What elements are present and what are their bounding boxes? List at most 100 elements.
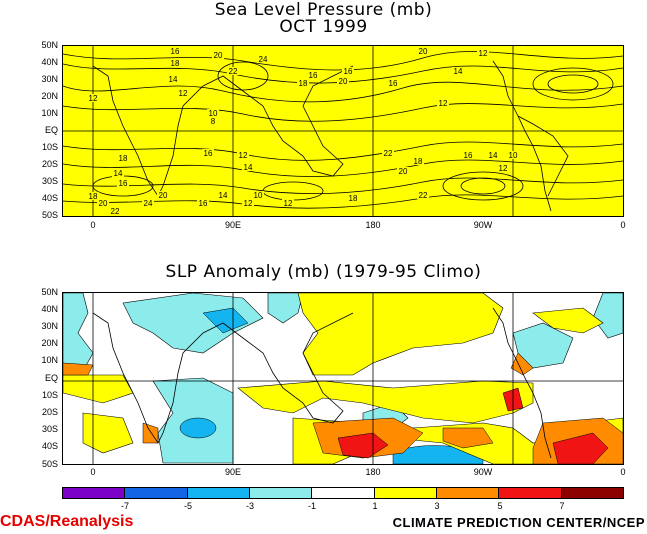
colorbar-swatch — [499, 488, 562, 498]
colorbar-swatch — [249, 488, 313, 498]
top-lat-label: 20S — [41, 159, 58, 169]
contour-label: 24 — [144, 199, 153, 208]
contour-label-bg — [242, 163, 254, 171]
contour-label-bg — [437, 99, 449, 107]
contour-label-bg — [202, 149, 214, 157]
colorbar-swatch — [187, 488, 250, 498]
contour-label: 16 — [389, 79, 398, 88]
contour-label-bg — [387, 79, 399, 87]
contour-label-bg — [257, 55, 269, 63]
contour-label-bg — [487, 151, 499, 159]
contour-label-bg — [97, 199, 109, 207]
contour-label-bg — [237, 151, 249, 159]
top-title-line1: Sea Level Pressure (mb) — [214, 0, 433, 20]
colorbar-label: -5 — [183, 501, 192, 511]
contour-label-bg — [497, 164, 509, 172]
anomaly-shading — [63, 293, 623, 464]
top-title-line2: OCT 1999 — [279, 17, 368, 37]
contour-label-bg — [169, 47, 181, 55]
colorbar-label: 7 — [559, 501, 565, 511]
contour-label: 12 — [439, 99, 448, 108]
bottom-lon-label: 90E — [224, 467, 241, 477]
contour-label: 16 — [309, 71, 318, 80]
bottom-lat-label: 10N — [41, 355, 58, 365]
bottom-lat-label: 40N — [41, 304, 58, 314]
contour-label: 22 — [111, 207, 120, 216]
contour-label: 12 — [499, 164, 508, 173]
contour-label: 20 — [419, 47, 428, 56]
top-lat-label: 50S — [41, 210, 58, 220]
contour-label: 16 — [171, 47, 180, 56]
contour-label-bg — [342, 67, 354, 75]
contour-label-bg — [207, 117, 219, 125]
contour-label: 22 — [229, 67, 238, 76]
contour-label-bg — [337, 77, 349, 85]
source-label: CDAS/Reanalysis — [0, 513, 134, 530]
contour-label-bg — [297, 79, 309, 87]
colorbar — [62, 487, 624, 499]
contour-label: 20 — [399, 167, 408, 176]
colorbar-label: 3 — [434, 501, 440, 511]
bottom-lon-label: 0 — [90, 467, 96, 477]
contour-label-bg — [177, 89, 189, 97]
contour-label-bg — [282, 199, 294, 207]
bottom-lat-label: 30S — [41, 424, 58, 434]
colorbar-label: -3 — [245, 501, 254, 511]
contour-label: 8 — [211, 117, 216, 126]
colorbar-label: 5 — [497, 501, 503, 511]
top-lat-label: 40N — [41, 57, 58, 67]
contour-label: 14 — [169, 75, 178, 84]
contour-label-bg — [217, 191, 229, 199]
contour-label-bg — [307, 71, 319, 79]
colorbar-swatch — [125, 488, 188, 498]
contour-label: 22 — [419, 191, 428, 200]
top-lon-label: 90E — [224, 220, 241, 230]
contour-label: 10 — [209, 109, 218, 118]
bottom-lat-label: 20S — [41, 407, 58, 417]
bottom-lon-label: 0 — [620, 467, 626, 477]
contour-label-bg — [507, 151, 519, 159]
contour-label: 12 — [179, 89, 188, 98]
bottom-lat-label: 10S — [41, 390, 58, 400]
contour-label: 16 — [199, 199, 208, 208]
contour-label-bg — [207, 109, 219, 117]
contour-label-bg — [157, 191, 169, 199]
contour-label: 24 — [259, 55, 268, 64]
contour-label: 12 — [479, 49, 488, 58]
contour-label-bg — [227, 67, 239, 75]
contour-label: 20 — [159, 191, 168, 200]
slp-map: 16 18 20 22 24 14 12 10 8 18 16 16 20 20 16 12 14 12 12 18 1… — [62, 45, 624, 217]
top-lon-label: 180 — [365, 220, 381, 230]
contour-label-bg — [252, 191, 264, 199]
top-lon-label: 90W — [473, 220, 493, 230]
contour-label: 20 — [339, 77, 348, 86]
contour-label: 16 — [344, 67, 353, 76]
top-lat-label: EQ — [44, 125, 58, 135]
bottom-lat-label: 20N — [41, 338, 58, 348]
contour-label-bg — [87, 94, 99, 102]
contour-label: 20 — [99, 199, 108, 208]
bottom-lat-label: EQ — [44, 373, 58, 383]
contour-label: 14 — [244, 163, 253, 172]
colorbar-swatch — [436, 488, 500, 498]
colorbar-swatch — [374, 488, 437, 498]
contour-label-bg — [242, 199, 254, 207]
top-lat-label: 10N — [41, 108, 58, 118]
contour-label: 14 — [219, 191, 228, 200]
colorbar-label: 1 — [372, 501, 378, 511]
contour-label: 10 — [509, 151, 518, 160]
contour-label: 12 — [239, 151, 248, 160]
contour-label: 20 — [214, 51, 223, 60]
top-lat-label: 20N — [41, 91, 58, 101]
top-lat-label: 50N — [41, 40, 58, 50]
contour-label-bg — [462, 151, 474, 159]
colorbar-label: -1 — [307, 501, 316, 511]
contour-label-bg — [142, 199, 154, 207]
colorbar-label: -7 — [120, 501, 129, 511]
anomaly-map — [62, 292, 624, 465]
contour-label-bg — [397, 167, 409, 175]
contour-label: 18 — [299, 79, 308, 88]
top-lat-label: 30S — [41, 176, 58, 186]
contour-label-bg — [167, 75, 179, 83]
